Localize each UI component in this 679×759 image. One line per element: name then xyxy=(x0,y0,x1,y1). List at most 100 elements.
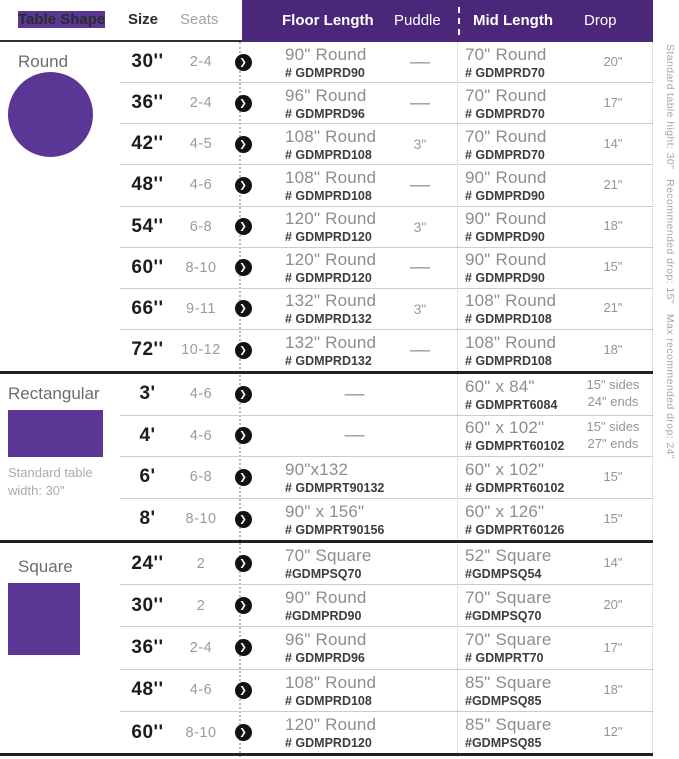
size-cell: 54'' xyxy=(131,215,164,237)
chevron-right-icon: ❯ xyxy=(234,341,252,359)
floor-length-value: 96" Round xyxy=(285,85,367,105)
table-row: 60'' 8-10 ❯ 120" Round # GDMPRD120 — 90" Round… xyxy=(120,248,653,289)
drop-value: 15" sides xyxy=(586,377,640,393)
section-divider xyxy=(0,371,653,374)
dotted-divider-mid xyxy=(457,42,458,757)
arrow-cell: ❯ xyxy=(227,555,259,573)
chevron-right-icon: ❯ xyxy=(234,176,252,194)
seats-cell: 10-12 xyxy=(181,342,221,359)
seats-cell: 2-4 xyxy=(189,95,213,112)
drop-value: 18" xyxy=(603,341,623,357)
mid-length-cell: 90" Round # GDMPRD90 xyxy=(450,168,565,203)
size-cell: 72'' xyxy=(131,339,164,361)
seats-cell: 4-6 xyxy=(189,682,213,699)
mid-length-cell: 108" Round # GDMPRD108 xyxy=(450,291,565,326)
seats-cell: 8-10 xyxy=(185,259,217,276)
mid-part-number: # GDMPRD108 xyxy=(465,353,552,368)
puddle-cell: — xyxy=(410,91,430,114)
drop-cell: 21" xyxy=(573,177,653,194)
arrow-cell: ❯ xyxy=(227,427,259,445)
drop-value: 18" xyxy=(603,218,623,234)
mid-length-value: 70" Square xyxy=(465,630,552,650)
chevron-right-icon: ❯ xyxy=(234,259,252,277)
floor-length-value: 120" Round xyxy=(285,715,377,735)
size-cell: 8' xyxy=(139,508,156,530)
size-cell: 24'' xyxy=(131,552,164,574)
size-cell: 60'' xyxy=(131,721,164,743)
mid-length-cell: 60" x 102" # GDMPRT60102 xyxy=(450,418,565,453)
mid-part-number: # GDMPRT6084 xyxy=(465,397,558,412)
drop-value: 15" xyxy=(603,468,623,484)
section-rows: 3' 4-6 ❯ —60" x 84" # GDMPRT6084 15" sides 24"… xyxy=(120,374,653,540)
seats-cell: 8-10 xyxy=(185,724,217,741)
mid-part-number: # GDMPRD90 xyxy=(465,188,545,203)
floor-part-number: # GDMPRD108 xyxy=(285,147,372,162)
mid-length-value: 60" x 84" xyxy=(465,376,535,396)
mid-length-cell: 60" x 102" # GDMPRT60102 xyxy=(450,460,565,495)
chevron-right-icon: ❯ xyxy=(234,555,252,573)
table-row: 48'' 4-6 ❯ 108" Round # GDMPRD108—90" Round #… xyxy=(120,165,653,207)
floor-part-number: # GDMPRD120 xyxy=(285,271,372,286)
section-rows: 30'' 2-4 ❯ 90" Round # GDMPRD90—70" Round # G… xyxy=(120,42,653,371)
mid-length-value: 108" Round xyxy=(465,332,557,352)
chevron-right-icon: ❯ xyxy=(234,510,252,528)
table-row: 36'' 2-4 ❯ 96" Round # GDMPRD96—70" Round # G… xyxy=(120,83,653,125)
mid-length-cell: 85" Square #GDMPSQ85 xyxy=(450,715,565,750)
chevron-right-icon: ❯ xyxy=(234,427,252,445)
mid-length-value: 60" x 126" xyxy=(465,501,545,521)
mid-length-cell: 70" Round # GDMPRD70 xyxy=(450,86,565,121)
purple-header-banner: Floor Length Puddle Mid Length Drop xyxy=(242,0,653,42)
drop-value: 21" xyxy=(603,300,623,316)
puddle-cell: — xyxy=(410,50,430,73)
floor-length-cell: 132" Round # GDMPRD132 xyxy=(259,333,390,368)
arrow-cell: ❯ xyxy=(227,53,259,71)
mid-length-value: 60" x 102" xyxy=(465,418,545,438)
seats-cell: 2 xyxy=(196,597,206,614)
drop-cell: 20" xyxy=(573,54,653,71)
seats-cell: 8-10 xyxy=(185,511,217,528)
arrow-cell: ❯ xyxy=(227,597,259,615)
section-label: Rectangular xyxy=(8,384,100,403)
mid-length-value: 70" Round xyxy=(465,44,547,64)
table-row: 6' 6-8 ❯ 90"x132 # GDMPRT90132 60" x 102" # GD… xyxy=(120,457,653,499)
column-header-drop: Drop xyxy=(584,12,617,29)
section-divider xyxy=(0,753,653,756)
drop-value-ends: 24" ends xyxy=(587,394,639,410)
size-cell: 6' xyxy=(139,466,156,488)
floor-length-value: 108" Round xyxy=(285,126,377,146)
size-cell: 48'' xyxy=(131,174,164,196)
drop-value: 17" xyxy=(603,639,623,655)
drop-value: 15" xyxy=(603,259,623,275)
floor-part-number: # GDMPRD120 xyxy=(285,230,372,245)
arrow-cell: ❯ xyxy=(227,681,259,699)
mid-part-number: # GDMPRD90 xyxy=(465,230,545,245)
size-cell: 36'' xyxy=(131,92,164,114)
drop-value: 20" xyxy=(603,597,623,613)
floor-length-cell: 108" Round # GDMPRD108 xyxy=(259,127,390,162)
floor-length-cell: 90" x 156" # GDMPRT90156 xyxy=(259,502,390,537)
floor-length-cell: 70" Square #GDMPSQ70 xyxy=(259,546,390,581)
drop-cell: 12" xyxy=(573,724,653,741)
drop-value: 21" xyxy=(603,176,623,192)
drop-cell: 18" xyxy=(573,342,653,359)
floor-part-number: # GDMPRD132 xyxy=(285,353,372,368)
mid-part-number: # GDMPRD70 xyxy=(465,147,545,162)
floor-length-cell: 96" Round # GDMPRD96 xyxy=(259,630,390,665)
drop-cell: 18" xyxy=(573,682,653,699)
puddle-cell: — xyxy=(410,338,430,361)
floor-length-value: 70" Square xyxy=(285,546,372,566)
arrow-cell: ❯ xyxy=(227,468,259,486)
mid-length-value: 70" Round xyxy=(465,126,547,146)
floor-length-value: 90" Round xyxy=(285,44,367,64)
drop-value-ends: 27" ends xyxy=(587,435,639,451)
size-cell: 42'' xyxy=(131,133,164,155)
size-cell: 48'' xyxy=(131,679,164,701)
floor-length-value: 108" Round xyxy=(285,672,377,692)
arrow-cell: ❯ xyxy=(227,135,259,153)
section-divider xyxy=(0,540,653,543)
drop-cell: 15" sides 24" ends xyxy=(573,377,653,411)
table-row: 42'' 4-5 ❯ 108" Round # GDMPRD108 3" 70" Round… xyxy=(120,124,653,166)
floor-length-value: 120" Round xyxy=(285,209,377,229)
floor-length-value: 108" Round xyxy=(285,167,377,187)
mid-part-number: # GDMPRT60126 xyxy=(465,522,565,537)
